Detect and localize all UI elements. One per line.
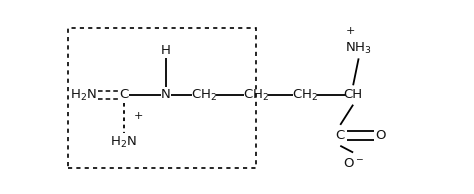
Text: C: C: [336, 129, 345, 142]
Text: H: H: [161, 44, 171, 57]
Text: CH$_2$: CH$_2$: [292, 87, 319, 103]
Text: NH$_3$: NH$_3$: [346, 41, 372, 56]
Text: CH$_2$: CH$_2$: [191, 87, 218, 103]
Text: H$_2$N: H$_2$N: [70, 87, 97, 103]
Text: O: O: [375, 129, 386, 142]
Text: H$_2$N: H$_2$N: [110, 135, 137, 150]
Text: CH: CH: [344, 88, 363, 101]
Text: +: +: [134, 111, 143, 121]
Text: +: +: [346, 26, 355, 36]
Text: N: N: [161, 88, 171, 101]
Text: CH$_2$: CH$_2$: [243, 87, 269, 103]
Text: O$^-$: O$^-$: [343, 157, 364, 170]
Text: C: C: [119, 88, 128, 101]
